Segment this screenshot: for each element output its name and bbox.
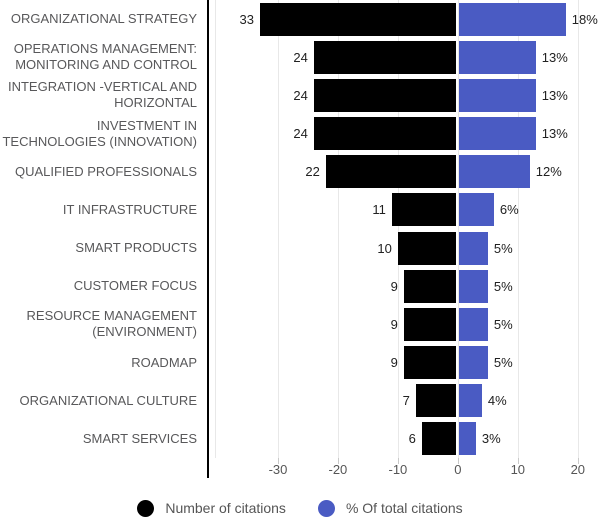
percent-value-label: 18% (571, 11, 598, 27)
percent-bar (459, 384, 482, 418)
percent-bar (459, 40, 536, 74)
category-label: ORGANIZATIONAL STRATEGY (10, 11, 197, 27)
gridline (457, 0, 459, 458)
percent-value-label: 6% (499, 202, 519, 218)
percent-value-label: 13% (541, 87, 568, 103)
x-axis-tick-label: -20 (328, 462, 348, 477)
gridline (278, 0, 279, 458)
citations-bar (260, 2, 457, 36)
citations-value-label: 9 (390, 316, 398, 332)
citations-value-label: 24 (293, 87, 308, 103)
citations-bar (391, 193, 457, 227)
category-label: CUSTOMER FOCUS (73, 278, 197, 294)
citations-value-label: 24 (293, 49, 308, 65)
gridline (397, 0, 399, 458)
percent-value-label: 5% (493, 240, 513, 256)
percent-value-label: 5% (493, 278, 513, 294)
category-label: INVESTMENT IN TECHNOLOGIES (INNOVATION) (2, 117, 197, 149)
percent-bar (459, 155, 530, 189)
category-label: INTEGRATION -VERTICAL AND HORIZONTAL (7, 79, 197, 111)
percent-legend-label: % Of total citations (345, 500, 463, 516)
x-axis-tick-label: 10 (510, 462, 526, 477)
axis-tick-mark (278, 458, 279, 464)
axis-tick-mark (397, 458, 399, 464)
citations-bar (403, 269, 457, 303)
citations-legend-dot-icon (137, 499, 155, 517)
category-label: ROADMAP (131, 354, 197, 370)
citations-value-label: 9 (390, 278, 398, 294)
citations-value-label: 22 (305, 164, 320, 180)
percent-bar (459, 269, 488, 303)
percent-value-label: 13% (541, 49, 568, 65)
axis-tick-mark (337, 458, 339, 464)
citations-value-label: 10 (377, 240, 392, 256)
percent-value-label: 13% (541, 126, 568, 142)
y-axis-line (207, 0, 209, 478)
percent-bar (459, 78, 536, 112)
citations-bar (403, 346, 457, 380)
axis-tick-mark (457, 458, 459, 464)
percent-bar (459, 117, 536, 151)
citations-bar (403, 307, 457, 341)
category-label: SMART PRODUCTS (75, 240, 197, 256)
category-label: IT INFRASTRUCTURE (62, 201, 197, 217)
citations-value-label: 7 (402, 393, 410, 409)
x-axis-tick-label: 0 (454, 462, 462, 477)
citations-bar (415, 384, 457, 418)
x-axis-tick-label: -10 (388, 462, 408, 477)
x-axis-tick-label: 20 (570, 462, 586, 477)
gridline (337, 0, 339, 458)
percent-bar (459, 231, 488, 265)
x-axis-tick-label: -30 (268, 462, 288, 477)
citations-value-label: 9 (390, 355, 398, 371)
percent-legend-dot-icon (317, 499, 335, 517)
percent-bar (459, 307, 488, 341)
percent-value-label: 5% (493, 355, 513, 371)
legend-item-percent: % Of total citations (317, 499, 463, 517)
percent-value-label: 12% (535, 164, 562, 180)
percent-bar (459, 346, 488, 380)
category-label: SMART SERVICES (82, 430, 197, 446)
citations-value-label: 6 (408, 431, 416, 447)
citations-value-label: 24 (293, 126, 308, 142)
citations-legend-label: Number of citations (165, 500, 286, 516)
citations-value-label: 11 (372, 202, 386, 218)
category-label: ORGANIZATIONAL CULTURE (19, 392, 197, 408)
citations-bar (421, 422, 457, 456)
axis-tick-mark (577, 458, 579, 464)
citations-bar (325, 155, 457, 189)
chart-legend: Number of citations % Of total citations (0, 493, 600, 523)
percent-value-label: 3% (481, 431, 501, 447)
legend-item-citations: Number of citations (137, 499, 286, 517)
percent-value-label: 5% (493, 316, 513, 332)
percent-bar (459, 2, 566, 36)
citations-bar (313, 40, 457, 74)
category-label: QUALIFIED PROFESSIONALS (14, 163, 197, 179)
percent-value-label: 4% (487, 393, 507, 409)
citations-bar (397, 231, 457, 265)
gridline (577, 0, 579, 458)
citations-bar (313, 117, 457, 151)
category-label: RESOURCE MANAGEMENT (ENVIRONMENT) (26, 308, 197, 340)
citations-bar (313, 78, 457, 112)
percent-bar (459, 193, 494, 227)
citations-value-label: 33 (239, 11, 254, 27)
gridline (215, 0, 216, 458)
percent-bar (459, 422, 476, 456)
axis-tick-mark (517, 458, 519, 464)
category-label: OPERATIONS MANAGEMENT: MONITORING AND CO… (13, 41, 197, 73)
gridline (517, 0, 519, 458)
